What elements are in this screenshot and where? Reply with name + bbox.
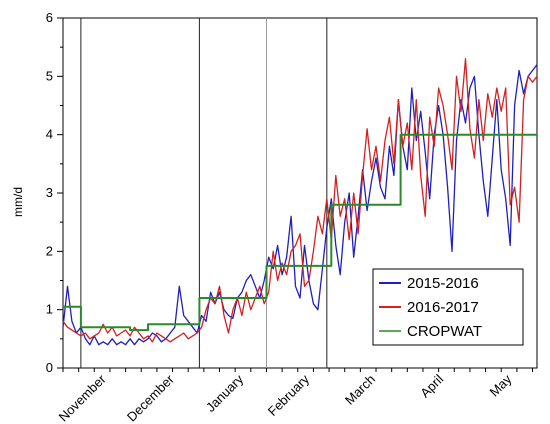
y-tick-label: 2 xyxy=(46,243,53,258)
series-line-2016-2017 xyxy=(62,58,538,343)
x-tick-label: May xyxy=(486,371,514,399)
x-tick-label: December xyxy=(124,371,177,424)
x-tick-label: April xyxy=(417,371,446,400)
y-axis-title: mm/d xyxy=(11,187,25,217)
x-axis: November December January February March Apri… xyxy=(56,368,534,424)
y-tick-label: 4 xyxy=(46,127,53,142)
month-divider-lines xyxy=(80,18,328,368)
legend-label: CROPWAT xyxy=(407,323,482,340)
x-tick-label: November xyxy=(56,371,109,424)
y-tick-label: 5 xyxy=(46,68,53,83)
x-tick-label: February xyxy=(265,371,313,419)
x-tick-label: March xyxy=(342,372,378,408)
y-tick-label: 6 xyxy=(46,10,53,25)
x-tick-label: January xyxy=(203,371,247,415)
series-layer xyxy=(62,58,538,346)
legend-label: 2016-2017 xyxy=(407,299,479,316)
y-tick-label: 3 xyxy=(46,185,53,200)
y-tick-label: 1 xyxy=(46,302,53,317)
series-line-2015-2016 xyxy=(62,64,538,346)
legend-label: 2015-2016 xyxy=(407,275,479,292)
series-line-cropwat xyxy=(63,133,537,332)
legend: 2015-2016 2016-2017 CROPWAT xyxy=(372,268,524,346)
y-axis: 0 1 2 3 4 5 6 xyxy=(46,10,63,375)
y-tick-label: 0 xyxy=(46,360,53,375)
